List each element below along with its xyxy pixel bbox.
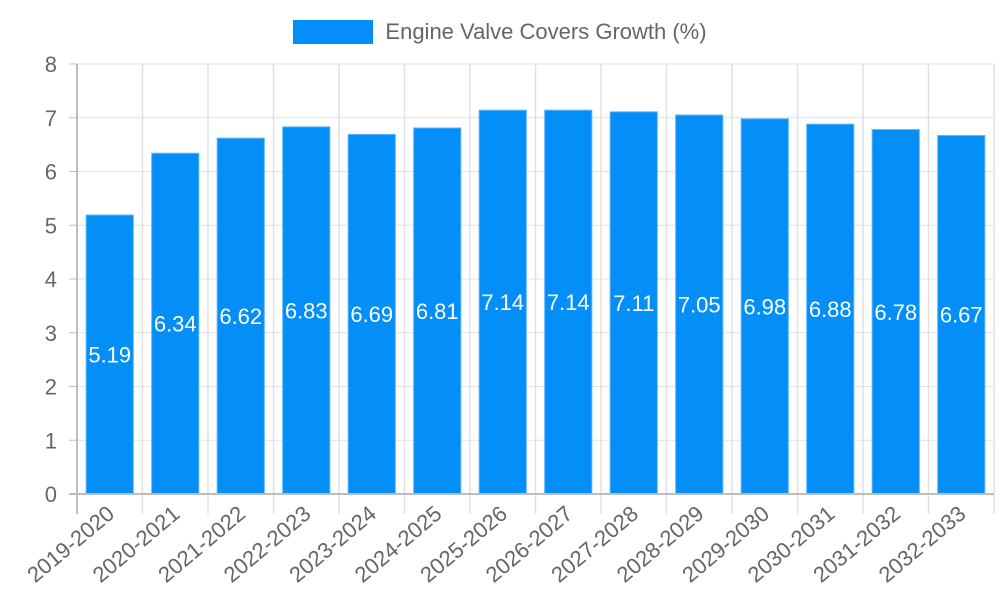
bar[interactable] xyxy=(609,111,658,495)
data-labels: 5.19 6.34 6.62 6.83 6.69 6.81 7.14 7.14 7.11 7.05… xyxy=(88,290,982,367)
bar-value-label: 6.81 xyxy=(416,299,459,324)
bar-value-label: 6.98 xyxy=(743,294,786,319)
y-tick-label: 5 xyxy=(45,213,57,238)
bar[interactable] xyxy=(740,118,789,495)
bar[interactable] xyxy=(675,114,724,495)
bar[interactable] xyxy=(413,127,462,495)
y-tick-label: 6 xyxy=(45,160,57,185)
bars xyxy=(85,109,986,495)
bar[interactable] xyxy=(806,123,855,495)
bar[interactable] xyxy=(216,137,265,495)
y-tick-label: 8 xyxy=(45,52,57,77)
bar-value-label: 7.14 xyxy=(547,290,590,315)
legend-swatch xyxy=(293,20,374,44)
y-tick-label: 0 xyxy=(45,482,57,507)
bar-value-label: 6.34 xyxy=(154,312,197,337)
bar-value-label: 6.62 xyxy=(219,304,262,329)
y-tick-label: 4 xyxy=(45,267,57,292)
bar-value-label: 6.78 xyxy=(874,300,917,325)
bar-value-label: 7.11 xyxy=(613,291,654,316)
bar-value-label: 6.88 xyxy=(809,297,852,322)
bar[interactable] xyxy=(871,129,920,495)
bar-value-label: 6.83 xyxy=(285,298,328,323)
bar-value-label: 7.14 xyxy=(481,290,524,315)
bar-value-label: 7.05 xyxy=(678,293,721,318)
bar-value-label: 6.67 xyxy=(940,303,983,328)
bar[interactable] xyxy=(282,126,331,495)
y-tick-label: 7 xyxy=(45,106,57,131)
bar-value-label: 6.69 xyxy=(350,302,393,327)
y-tick-label: 2 xyxy=(45,375,57,400)
chart-legend[interactable]: Engine Valve Covers Growth (%) xyxy=(0,18,1000,46)
gridlines xyxy=(76,63,995,514)
bar[interactable] xyxy=(544,109,593,495)
y-tick-label: 1 xyxy=(45,428,57,453)
legend-label: Engine Valve Covers Growth (%) xyxy=(385,19,707,44)
bar[interactable] xyxy=(151,152,200,495)
bar-value-label: 5.19 xyxy=(88,343,131,368)
bar[interactable] xyxy=(85,214,134,495)
bar[interactable] xyxy=(478,109,527,495)
bar[interactable] xyxy=(937,134,986,495)
y-tick-label: 3 xyxy=(45,321,57,346)
